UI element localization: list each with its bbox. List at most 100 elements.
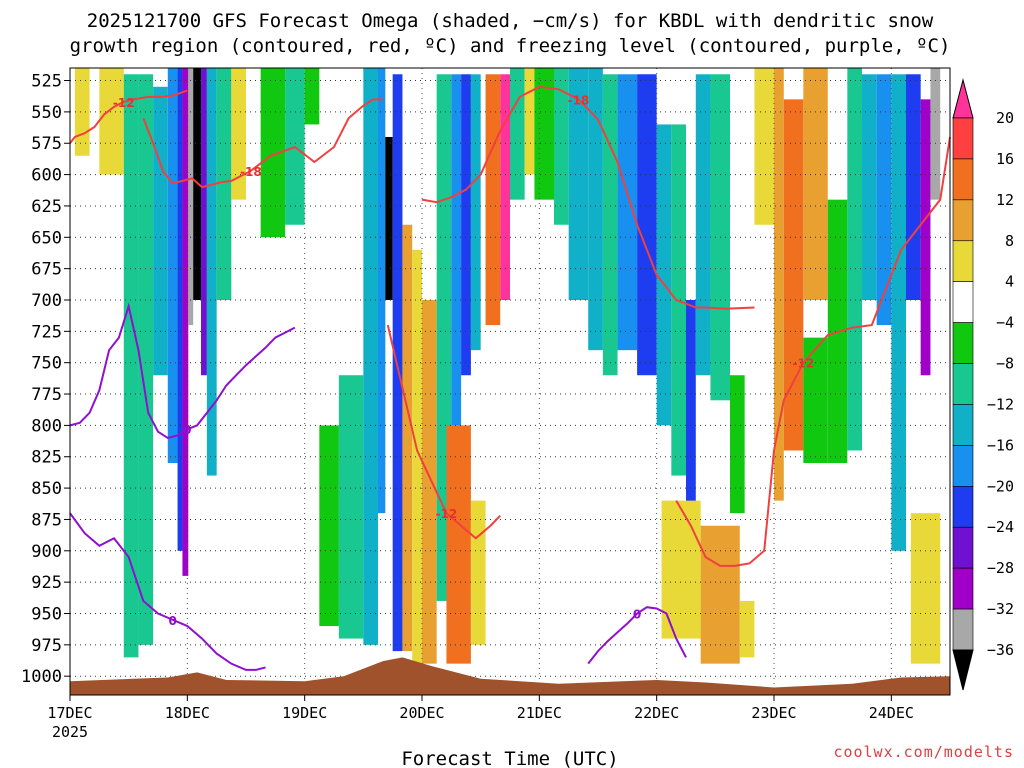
dgz-contour-line <box>421 85 755 310</box>
x-tick-label: 23DEC <box>751 704 796 722</box>
x-tick-sublabel: 2025 <box>52 723 88 741</box>
y-tick-label: 900 <box>31 542 62 562</box>
omega-cell <box>177 68 183 551</box>
omega-cell <box>500 74 510 300</box>
omega-cell <box>412 249 422 664</box>
colorbar-bottom-triangle <box>952 649 974 691</box>
omega-cell <box>847 68 862 451</box>
colorbar-label: 4 <box>1005 273 1014 291</box>
omega-cell <box>739 600 755 658</box>
terrain-fill <box>70 657 950 695</box>
chart-title: 2025121700 GFS Forecast Omega (shaded, −… <box>70 10 951 57</box>
colorbar-label: −32 <box>987 600 1014 618</box>
plot-area: -12 -18 -18 -12 -12 0 0 0 <box>69 67 951 696</box>
omega-cell <box>534 68 554 200</box>
dgz-contour-line <box>142 98 383 189</box>
omega-cell <box>402 224 413 652</box>
y-tick-label: 575 <box>31 134 62 154</box>
colorbar-label: −12 <box>987 395 1014 413</box>
omega-cell <box>363 68 378 645</box>
omega-cell <box>201 68 207 376</box>
omega-cell <box>876 74 892 326</box>
omega-cell <box>891 74 906 551</box>
y-tick-label: 525 <box>31 72 62 92</box>
dendritic-growth-contours: -12 -18 -18 -12 -12 <box>69 85 951 567</box>
omega-cell <box>167 68 178 464</box>
colorbar-bin <box>952 281 974 323</box>
omega-cell <box>602 74 618 376</box>
colorbar-label: 12 <box>996 191 1014 209</box>
y-tick-label: 600 <box>31 166 62 186</box>
colorbar-label: 8 <box>1005 232 1014 250</box>
omega-cell <box>568 68 589 300</box>
x-tick-label: 24DEC <box>869 704 914 722</box>
omega-cell <box>510 68 525 200</box>
colorbar-bin <box>952 322 974 364</box>
y-tick-label: 625 <box>31 197 62 217</box>
colorbar-bin <box>952 404 974 446</box>
dgz-contour-line <box>675 136 951 567</box>
omega-cell <box>153 86 168 376</box>
y-tick-label: 875 <box>31 510 62 530</box>
colorbar-bin <box>952 486 974 528</box>
omega-cell <box>182 68 189 576</box>
dgz-contour-label: -12 <box>436 507 458 521</box>
freezing-contour-line <box>587 606 687 665</box>
colorbar-bin <box>952 608 974 651</box>
omega-cell <box>910 513 941 664</box>
y-tick-label: 725 <box>31 322 62 342</box>
x-tick-label: 19DEC <box>282 704 327 722</box>
omega-cell <box>446 425 471 664</box>
colorbar-label: 16 <box>996 150 1014 168</box>
colorbar: 20 16 12 8 4 −4 −8 −12 −16 −20 −24 −28 −32 −36 <box>952 78 1014 691</box>
omega-cell <box>700 525 740 664</box>
y-tick-label: 950 <box>31 604 62 624</box>
omega-cell <box>754 68 774 225</box>
colorbar-label: −20 <box>987 477 1014 495</box>
freezing-contour-label: 0 <box>183 423 191 437</box>
omega-cell <box>461 74 471 376</box>
y-tick-label: 650 <box>31 228 62 248</box>
dgz-contour-label: -18 <box>240 165 262 179</box>
plot-frame <box>69 67 951 696</box>
colorbar-label: 20 <box>996 109 1014 127</box>
colorbar-top-triangle <box>952 78 974 119</box>
omega-cell <box>470 500 486 645</box>
freezing-contour-label: 0 <box>633 607 641 621</box>
omega-cell <box>99 68 124 175</box>
omega-cell <box>783 99 804 451</box>
y-tick-label: 675 <box>31 260 62 280</box>
x-tick-label: 21DEC <box>517 704 562 722</box>
omega-cell <box>231 68 246 200</box>
colorbar-label: −8 <box>996 355 1014 373</box>
watermark: coolwx.com/modelts <box>833 743 1014 761</box>
y-tick-label: 800 <box>31 416 62 436</box>
omega-cell <box>338 375 364 639</box>
freezing-level-contours: 0 0 0 <box>69 302 687 671</box>
dgz-contour-line <box>386 324 501 540</box>
omega-cell <box>485 74 501 326</box>
y-tick-label: 925 <box>31 573 62 593</box>
colorbar-label: −28 <box>987 559 1014 577</box>
omega-cell <box>188 68 194 326</box>
colorbar-bin <box>952 363 974 405</box>
omega-cell <box>774 68 784 501</box>
title-line-1: 2025121700 GFS Forecast Omega (shaded, −… <box>87 10 934 32</box>
omega-cell <box>930 68 941 200</box>
colorbar-bin <box>952 158 974 201</box>
colorbar-bin <box>952 445 974 487</box>
y-tick-label: 825 <box>31 448 62 468</box>
omega-cell <box>906 74 921 300</box>
omega-cell <box>637 74 657 376</box>
colorbar-bin <box>952 117 974 160</box>
omega-cell <box>730 375 745 514</box>
x-tick-label: 18DEC <box>165 704 210 722</box>
omega-cell <box>617 74 638 351</box>
omega-cell <box>422 299 437 664</box>
colorbar-bin <box>952 567 974 610</box>
omega-cell <box>656 124 672 426</box>
dgz-contour-label: -18 <box>568 93 590 107</box>
omega-cell <box>686 299 696 526</box>
x-axis-label: Forecast Time (UTC) <box>401 748 618 768</box>
